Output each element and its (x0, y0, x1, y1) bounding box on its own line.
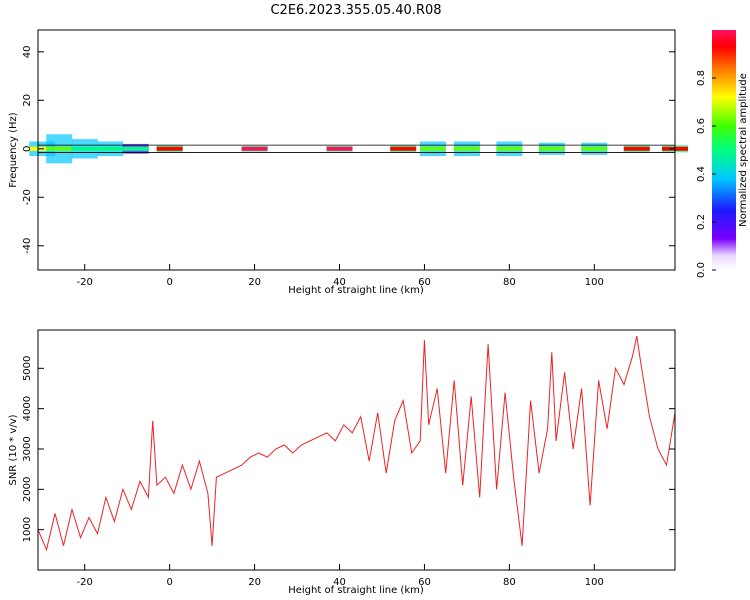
y-tick-label: 4000 (22, 396, 33, 421)
y-tick-label: 1000 (22, 517, 33, 542)
spectrogram-frame (37, 29, 676, 271)
x-tick-label: -20 (77, 277, 93, 288)
x-tick-label: 100 (585, 577, 604, 588)
spectral-band-core (46, 146, 73, 151)
spectral-band-core (496, 146, 523, 151)
x-tick-label: 60 (418, 577, 431, 588)
x-tick-label: 60 (418, 277, 431, 288)
colorbar-label: Normalized spectral amplitude (738, 73, 749, 227)
spectrogram-x-label: Height of straight line (km) (288, 285, 424, 296)
colorbar: 0.0 0.2 0.4 0.6 0.8 Normalized spectral ampl… (696, 30, 749, 278)
spectral-band-core (623, 146, 650, 151)
spectrogram-x-axis: -20 0 20 40 60 80 100 (77, 264, 604, 288)
spectral-band-core (419, 146, 446, 151)
x-tick-label: 80 (503, 577, 516, 588)
snr-x-axis: -20 0 20 40 60 80 100 (77, 564, 604, 588)
x-tick-label: 40 (333, 577, 346, 588)
colorbar-tick-label: 0.2 (696, 214, 707, 230)
colorbar-tick-label: 0.8 (696, 70, 707, 86)
colorbar-gradient (712, 30, 736, 270)
y-tick-label: -20 (22, 189, 33, 205)
y-tick-label: 5000 (22, 356, 33, 381)
spectral-band-core (326, 146, 353, 151)
colorbar-tick-label: 0.6 (696, 118, 707, 134)
snr-series-line (37, 335, 676, 552)
x-tick-label: 0 (166, 577, 172, 588)
snr-y-label: SNR (10 * v/v) (8, 414, 19, 485)
x-tick-label: 20 (248, 577, 261, 588)
x-tick-label: 80 (503, 277, 516, 288)
snr-frame (37, 329, 676, 571)
figure-title: C2E6.2023.355.05.40.R08 (270, 3, 441, 18)
reference-lines (38, 144, 675, 153)
spectral-band-core (453, 146, 480, 151)
colorbar-tick-label: 0.0 (696, 262, 707, 278)
spectrogram-y-label: Frequency (Hz) (8, 112, 19, 188)
snr-y-axis: 1000 2000 3000 4000 5000 (22, 356, 675, 542)
spectral-band-core (390, 146, 417, 151)
x-tick-label: -20 (77, 577, 93, 588)
spectrogram-panel: -20 0 20 40 60 80 100 -40 -20 0 20 40 Height of st… (8, 29, 688, 296)
x-tick-label: 0 (166, 277, 172, 288)
spectral-band-core (581, 146, 608, 151)
x-tick-label: 20 (248, 277, 261, 288)
spectral-band-core (241, 146, 268, 151)
snr-x-label: Height of straight line (km) (288, 585, 424, 596)
spectral-band-core (156, 146, 183, 151)
y-tick-label: 3000 (22, 436, 33, 461)
y-tick-label: 0 (22, 146, 33, 152)
y-tick-label: 40 (22, 45, 33, 58)
spectral-band-core (97, 146, 124, 151)
x-tick-label: 100 (585, 277, 604, 288)
y-tick-label: -40 (22, 238, 33, 254)
snr-panel: -20 0 20 40 60 80 100 1000 2000 3000 4000 5000 Hei… (8, 329, 676, 596)
spectral-band-core (122, 146, 149, 151)
spectrogram-y-axis: -40 -20 0 20 40 (22, 45, 675, 254)
colorbar-axis: 0.0 0.2 0.4 0.6 0.8 (696, 70, 716, 278)
y-tick-label: 2000 (22, 477, 33, 502)
colorbar-tick-label: 0.4 (696, 166, 707, 182)
spectral-band-core (538, 146, 565, 151)
y-tick-label: 20 (22, 94, 33, 107)
snr-plot-area (38, 330, 675, 570)
x-tick-label: 40 (333, 277, 346, 288)
spectral-band-core (71, 146, 98, 151)
